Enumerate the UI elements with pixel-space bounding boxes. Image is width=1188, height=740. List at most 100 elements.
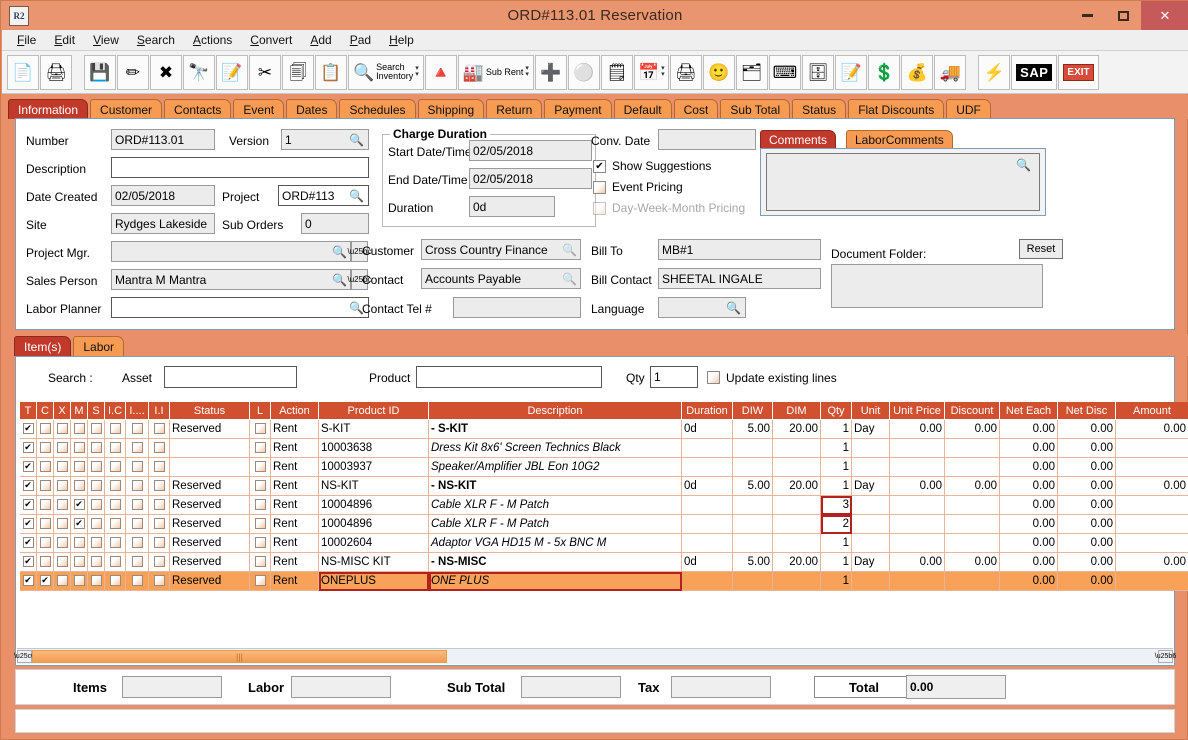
cell-dim[interactable]: 20.00	[772, 476, 821, 496]
tab-labor-comments[interactable]: LaborComments	[846, 130, 953, 148]
checkbox-icon[interactable]	[254, 423, 266, 435]
checkbox-icon[interactable]	[131, 461, 143, 473]
cell-discount[interactable]	[944, 438, 1000, 458]
row-checkbox-ii[interactable]	[148, 571, 170, 591]
cell-dim[interactable]	[772, 495, 821, 515]
row-checkbox-ic[interactable]	[104, 552, 126, 572]
delete-icon[interactable]: ✖	[150, 54, 182, 90]
reports-icon[interactable]: 🖨	[669, 54, 702, 90]
menu-item-pad[interactable]: Pad	[349, 33, 372, 47]
row-checkbox-i[interactable]	[125, 533, 149, 553]
tab-dates[interactable]: Dates	[286, 99, 338, 119]
search-inventory-button[interactable]: 🔍 Search Inventory ▾ ▾	[348, 54, 424, 90]
cell-dim[interactable]	[772, 571, 821, 591]
menu-item-view[interactable]: View	[93, 33, 119, 47]
version-field[interactable]: 1	[281, 129, 369, 150]
row-checkbox-ii[interactable]	[148, 419, 170, 439]
cell-dim[interactable]	[772, 533, 821, 553]
cell-status[interactable]: Reserved	[169, 571, 250, 591]
checkbox-icon[interactable]	[109, 423, 121, 435]
cell-amount[interactable]	[1115, 571, 1188, 591]
cell-discount[interactable]	[944, 514, 1000, 534]
tab-information[interactable]: Information	[8, 99, 89, 119]
asset-input[interactable]	[164, 366, 297, 388]
contact-field[interactable]: Accounts Payable	[421, 268, 581, 289]
col-header-action[interactable]: Action	[270, 402, 319, 420]
tab-payment[interactable]: Payment	[544, 99, 612, 119]
cell-qty[interactable]: 1	[820, 476, 852, 496]
checkbox-icon[interactable]	[22, 518, 34, 530]
end-datetime-field[interactable]: 02/05/2018	[469, 168, 592, 189]
row-checkbox-t[interactable]	[20, 571, 37, 591]
checkbox-icon[interactable]	[153, 518, 165, 530]
cell-unit_price[interactable]	[889, 495, 945, 515]
cell-discount[interactable]	[944, 571, 1000, 591]
menu-item-add[interactable]: Add	[310, 33, 332, 47]
checkbox-icon[interactable]	[73, 499, 85, 511]
cell-description[interactable]: ONE PLUS	[428, 571, 682, 591]
col-header-discount[interactable]: Discount	[944, 402, 1000, 420]
cell-status[interactable]: Reserved	[169, 533, 250, 553]
cell-l[interactable]	[249, 495, 271, 515]
cell-duration[interactable]	[681, 533, 733, 553]
row-checkbox-t[interactable]	[20, 533, 37, 553]
row-checkbox-i[interactable]	[125, 419, 149, 439]
cell-unit_price[interactable]: 0.00	[889, 419, 945, 439]
col-header-net_disc[interactable]: Net Disc	[1057, 402, 1116, 420]
row-checkbox-c[interactable]	[36, 495, 54, 515]
tab-schedules[interactable]: Schedules	[339, 99, 416, 119]
col-header-qty[interactable]: Qty	[820, 402, 852, 420]
cell-net_each[interactable]: 0.00	[999, 495, 1058, 515]
cell-net_each[interactable]: 0.00	[999, 419, 1058, 439]
checkbox-icon[interactable]	[39, 575, 51, 587]
customer-search-icon[interactable]	[562, 242, 577, 257]
col-header-m[interactable]: M	[70, 402, 88, 420]
cell-net_disc[interactable]: 0.00	[1057, 457, 1116, 477]
col-header-amount[interactable]: Amount	[1115, 402, 1188, 420]
cell-qty[interactable]: 1	[820, 438, 852, 458]
cell-net_each[interactable]: 0.00	[999, 571, 1058, 591]
checkbox-icon[interactable]	[73, 442, 85, 454]
cell-l[interactable]	[249, 457, 271, 477]
cell-qty[interactable]: 1	[820, 571, 852, 591]
row-checkbox-t[interactable]	[20, 495, 37, 515]
checkbox-icon[interactable]	[131, 499, 143, 511]
sap-button[interactable]: SAP	[1011, 54, 1058, 90]
row-checkbox-ic[interactable]	[104, 571, 126, 591]
tab-event[interactable]: Event	[233, 99, 285, 119]
cell-qty[interactable]: 1	[820, 457, 852, 477]
sales-person-field[interactable]: Mantra M Mantra	[111, 269, 351, 290]
cell-amount[interactable]	[1115, 495, 1188, 515]
col-header-ii[interactable]: I.I	[148, 402, 170, 420]
checkbox-icon[interactable]	[39, 499, 51, 511]
menu-item-edit[interactable]: Edit	[54, 33, 76, 47]
row-checkbox-ic[interactable]	[104, 476, 126, 496]
maximize-button[interactable]	[1105, 1, 1141, 30]
checkbox-icon[interactable]	[73, 480, 85, 492]
invoice-icon[interactable]: 💰	[901, 54, 934, 90]
project-mgr-field[interactable]	[111, 241, 351, 262]
cell-unit_price[interactable]	[889, 438, 945, 458]
print-icon[interactable]: 🖨	[40, 54, 72, 90]
money-transfer-icon[interactable]: 💲	[868, 54, 901, 90]
scroll-right-arrow[interactable]: \u25b6	[1155, 650, 1176, 663]
cell-product_id[interactable]: ONEPLUS	[318, 571, 429, 591]
checkbox-icon[interactable]	[90, 442, 102, 454]
cell-duration[interactable]	[681, 571, 733, 591]
cell-status[interactable]: Reserved	[169, 419, 250, 439]
cell-unit_price[interactable]	[889, 457, 945, 477]
row-checkbox-t[interactable]	[20, 419, 37, 439]
checkbox-icon[interactable]	[131, 556, 143, 568]
cell-product_id[interactable]: 10002604	[318, 533, 429, 553]
cell-status[interactable]	[169, 438, 250, 458]
row-checkbox-x[interactable]	[53, 495, 71, 515]
checkbox-icon[interactable]	[39, 480, 51, 492]
row-checkbox-m[interactable]	[70, 552, 88, 572]
checkbox-icon[interactable]	[90, 575, 102, 587]
row-checkbox-s[interactable]	[87, 571, 105, 591]
